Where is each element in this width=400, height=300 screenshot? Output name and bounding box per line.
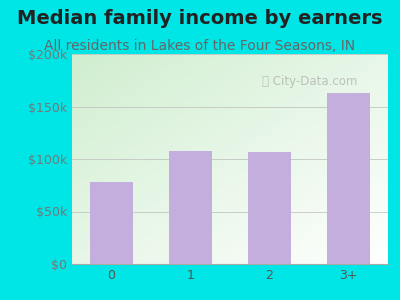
Text: Median family income by earners: Median family income by earners	[17, 9, 383, 28]
Bar	[90, 182, 133, 264]
Bar	[248, 152, 291, 264]
Bar	[327, 93, 370, 264]
Bar	[169, 151, 212, 264]
Text: ⓘ City-Data.com: ⓘ City-Data.com	[262, 75, 357, 88]
Text: All residents in Lakes of the Four Seasons, IN: All residents in Lakes of the Four Seaso…	[44, 39, 356, 53]
